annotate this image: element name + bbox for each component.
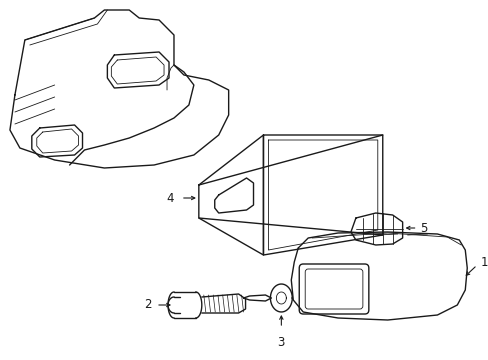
Text: 5: 5 (420, 221, 427, 234)
FancyBboxPatch shape (299, 264, 368, 314)
FancyBboxPatch shape (305, 269, 362, 309)
Text: 3: 3 (277, 336, 285, 349)
Text: 4: 4 (166, 192, 174, 204)
Text: 1: 1 (479, 256, 487, 270)
Text: 2: 2 (144, 298, 152, 311)
